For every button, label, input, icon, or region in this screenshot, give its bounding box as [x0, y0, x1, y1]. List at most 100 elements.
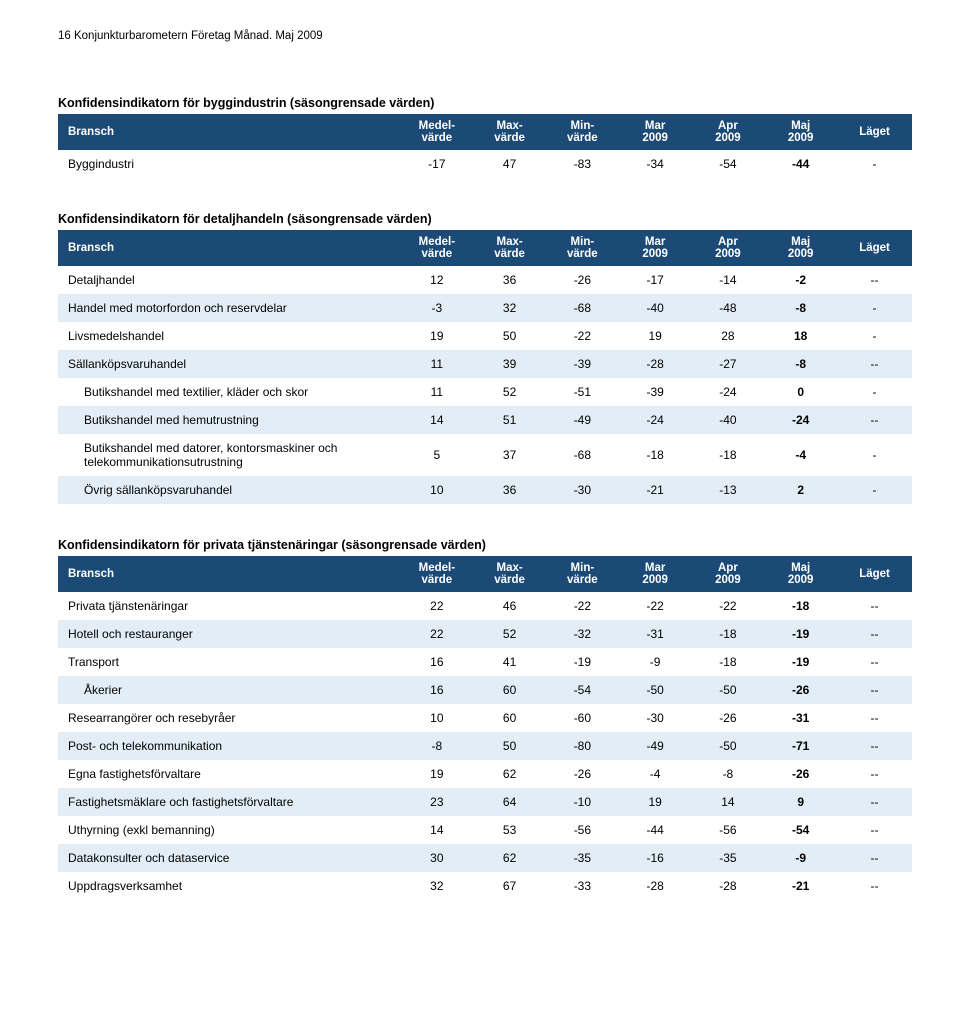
cell-value: 16	[400, 676, 473, 704]
row-label: Researrangörer och resebyråer	[58, 704, 400, 732]
column-header: Maj2009	[764, 230, 837, 266]
cell-value: -8	[692, 760, 765, 788]
page-header: 16 Konjunkturbarometern Företag Månad. M…	[58, 30, 912, 42]
data-table: BranschMedel-värdeMax-värdeMin-värdeMar2…	[58, 230, 912, 504]
cell-value: 19	[619, 322, 692, 350]
table-row: Detaljhandel1236-26-17-14-2--	[58, 266, 912, 294]
cell-value: -27	[692, 350, 765, 378]
table-row: Åkerier1660-54-50-50-26--	[58, 676, 912, 704]
cell-value: -40	[619, 294, 692, 322]
cell-value: 18	[764, 322, 837, 350]
cell-value: -50	[619, 676, 692, 704]
column-header: Medel-värde	[400, 230, 473, 266]
cell-value: --	[837, 350, 912, 378]
cell-value: -71	[764, 732, 837, 760]
column-header: Läget	[837, 114, 912, 150]
table-row: Datakonsulter och dataservice3062-35-16-…	[58, 844, 912, 872]
cell-value: 39	[473, 350, 546, 378]
cell-value: 14	[400, 406, 473, 434]
row-label: Detaljhandel	[58, 266, 400, 294]
cell-value: 28	[692, 322, 765, 350]
column-header: Mar2009	[619, 114, 692, 150]
cell-value: 11	[400, 350, 473, 378]
table-row: Post- och telekommunikation-850-80-49-50…	[58, 732, 912, 760]
table-row: Butikshandel med hemutrustning1451-49-24…	[58, 406, 912, 434]
cell-value: -28	[619, 350, 692, 378]
cell-value: --	[837, 648, 912, 676]
cell-value: 10	[400, 704, 473, 732]
table-section: Konfidensindikatorn för byggindustrin (s…	[58, 96, 912, 178]
cell-value: 37	[473, 434, 546, 476]
cell-value: -24	[692, 378, 765, 406]
cell-value: -39	[619, 378, 692, 406]
cell-value: -4	[764, 434, 837, 476]
cell-value: -14	[692, 266, 765, 294]
cell-value: -18	[692, 434, 765, 476]
cell-value: 23	[400, 788, 473, 816]
row-label: Åkerier	[58, 676, 400, 704]
cell-value: 46	[473, 592, 546, 620]
cell-value: -8	[400, 732, 473, 760]
cell-value: 62	[473, 760, 546, 788]
column-header: Bransch	[58, 556, 400, 592]
cell-value: -3	[400, 294, 473, 322]
table-row: Butikshandel med textilier, kläder och s…	[58, 378, 912, 406]
cell-value: -26	[546, 266, 619, 294]
table-row: Transport1641-19-9-18-19--	[58, 648, 912, 676]
column-header: Max-värde	[473, 230, 546, 266]
cell-value: --	[837, 788, 912, 816]
cell-value: 12	[400, 266, 473, 294]
cell-value: 19	[400, 760, 473, 788]
cell-value: -24	[619, 406, 692, 434]
column-header: Min-värde	[546, 556, 619, 592]
cell-value: -18	[692, 648, 765, 676]
row-label: Post- och telekommunikation	[58, 732, 400, 760]
column-header: Medel-värde	[400, 556, 473, 592]
cell-value: --	[837, 704, 912, 732]
column-header: Läget	[837, 556, 912, 592]
row-label: Fastighetsmäklare och fastighetsförvalta…	[58, 788, 400, 816]
table-row: Handel med motorfordon och reservdelar-3…	[58, 294, 912, 322]
table-section: Konfidensindikatorn för detaljhandeln (s…	[58, 212, 912, 504]
cell-value: -44	[619, 816, 692, 844]
cell-value: -68	[546, 294, 619, 322]
column-header: Apr2009	[692, 556, 765, 592]
cell-value: 36	[473, 476, 546, 504]
data-table: BranschMedel-värdeMax-värdeMin-värdeMar2…	[58, 556, 912, 900]
cell-value: -22	[546, 322, 619, 350]
row-label: Byggindustri	[58, 150, 400, 178]
table-section: Konfidensindikatorn för privata tjänsten…	[58, 538, 912, 900]
cell-value: -10	[546, 788, 619, 816]
cell-value: -	[837, 322, 912, 350]
cell-value: 22	[400, 620, 473, 648]
column-header: Mar2009	[619, 556, 692, 592]
cell-value: -50	[692, 676, 765, 704]
cell-value: --	[837, 872, 912, 900]
cell-value: -49	[546, 406, 619, 434]
cell-value: 14	[692, 788, 765, 816]
row-label: Datakonsulter och dataservice	[58, 844, 400, 872]
row-label: Hotell och restauranger	[58, 620, 400, 648]
cell-value: -28	[619, 872, 692, 900]
cell-value: 11	[400, 378, 473, 406]
section-title: Konfidensindikatorn för detaljhandeln (s…	[58, 212, 912, 226]
row-label: Övrig sällanköpsvaruhandel	[58, 476, 400, 504]
cell-value: -28	[692, 872, 765, 900]
column-header: Min-värde	[546, 230, 619, 266]
cell-value: 50	[473, 732, 546, 760]
cell-value: -17	[400, 150, 473, 178]
cell-value: 5	[400, 434, 473, 476]
cell-value: 36	[473, 266, 546, 294]
column-header: Maj2009	[764, 114, 837, 150]
column-header: Bransch	[58, 230, 400, 266]
cell-value: 67	[473, 872, 546, 900]
table-row: Byggindustri-1747-83-34-54-44-	[58, 150, 912, 178]
cell-value: --	[837, 592, 912, 620]
cell-value: -54	[764, 816, 837, 844]
cell-value: 2	[764, 476, 837, 504]
cell-value: 14	[400, 816, 473, 844]
cell-value: -19	[764, 620, 837, 648]
cell-value: -18	[692, 620, 765, 648]
cell-value: -26	[764, 760, 837, 788]
cell-value: -34	[619, 150, 692, 178]
